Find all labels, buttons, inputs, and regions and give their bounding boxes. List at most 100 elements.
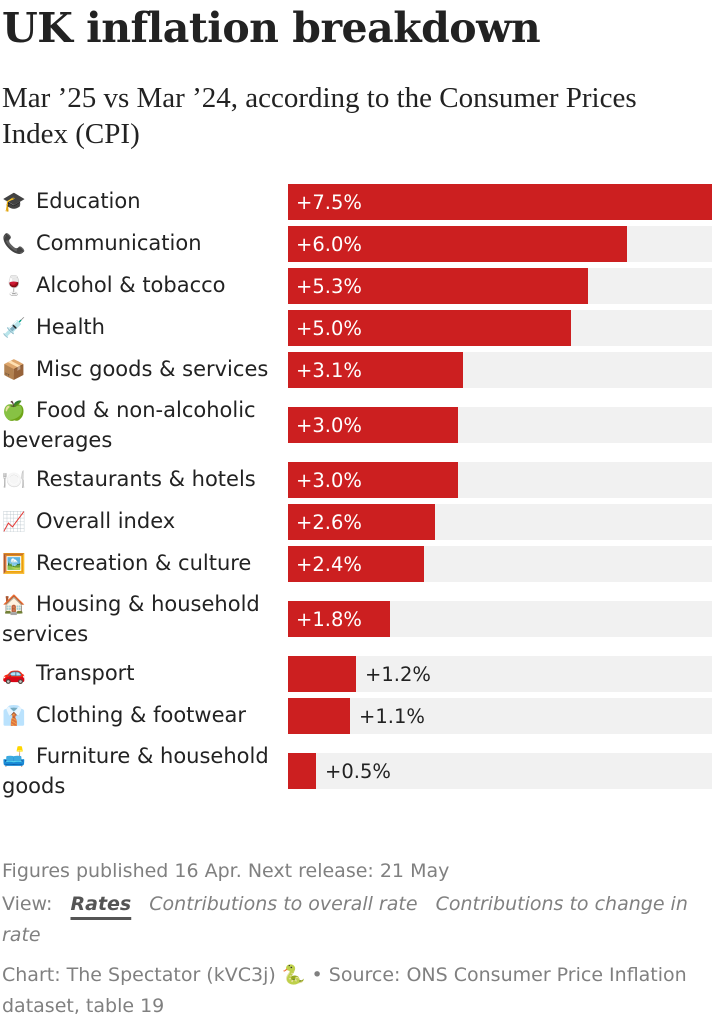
bar-track: +6.0%	[288, 226, 712, 262]
value-label: +7.5%	[296, 190, 362, 214]
package-icon: 📦	[2, 359, 26, 381]
bar-track: +1.8%	[288, 601, 712, 637]
category-label: 🏠 Housing & household services	[2, 590, 284, 649]
category-label: 🍷 Alcohol & tobacco	[2, 271, 284, 301]
value-label: +3.1%	[296, 358, 362, 382]
bar	[288, 601, 390, 637]
bar-track: +2.6%	[288, 504, 712, 540]
category-label: 👔 Clothing & footwear	[2, 701, 284, 731]
bar-track: +3.1%	[288, 352, 712, 388]
category-text: Education	[36, 189, 141, 213]
category-text: Overall index	[36, 509, 176, 533]
snake-icon: 🐍	[281, 964, 306, 986]
bar	[288, 310, 571, 346]
source-credit: Chart: The Spectator (kVC3j)	[2, 964, 276, 986]
value-label: +3.0%	[296, 468, 362, 492]
bar-track: +1.2%	[288, 656, 712, 692]
chart-row: 📦 Misc goods & services +3.1%	[0, 352, 714, 388]
trend-chart-icon: 📈	[2, 511, 26, 533]
graduation-cap-icon: 🎓	[2, 191, 26, 213]
plate-icon: 🍽️	[2, 469, 26, 491]
category-text: Alcohol & tobacco	[36, 273, 226, 297]
publication-note: Figures published 16 Apr. Next release: …	[2, 860, 450, 882]
bar	[288, 352, 463, 388]
bar-track: +5.0%	[288, 310, 712, 346]
bar	[288, 504, 435, 540]
category-label: 🎓 Education	[2, 187, 284, 217]
chart-row: 📞 Communication +6.0%	[0, 226, 714, 262]
bar-chart: 🎓 Education +7.5% 📞 Communication +6.0% 🍷 Alcoh…	[0, 184, 714, 824]
value-label: +0.5%	[325, 759, 391, 783]
chart-row: 🏠 Housing & household services +1.8%	[0, 588, 714, 650]
value-label: +5.3%	[296, 274, 362, 298]
value-label: +2.4%	[296, 552, 362, 576]
bar-track: +7.5%	[288, 184, 712, 220]
shirt-tie-icon: 👔	[2, 705, 26, 727]
bar	[288, 698, 350, 734]
category-label: 🍽️ Restaurants & hotels	[2, 465, 284, 495]
bar-track: +3.0%	[288, 462, 712, 498]
value-label: +6.0%	[296, 232, 362, 256]
chart-row: 🎓 Education +7.5%	[0, 184, 714, 220]
view-tab-rates[interactable]: Rates	[70, 893, 132, 915]
category-text: Recreation & culture	[36, 551, 252, 575]
value-label: +1.1%	[359, 704, 425, 728]
bar	[288, 753, 316, 789]
category-text: Restaurants & hotels	[36, 467, 256, 491]
bar	[288, 184, 712, 220]
chart-title: UK inflation breakdown	[2, 4, 541, 52]
chart-row: 🚗 Transport +1.2%	[0, 656, 714, 692]
bar-track: +3.0%	[288, 407, 712, 443]
category-label: 💉 Health	[2, 313, 284, 343]
category-label: 📦 Misc goods & services	[2, 355, 284, 385]
bar	[288, 407, 458, 443]
value-label: +5.0%	[296, 316, 362, 340]
chart-row: 🛋️ Furniture & household goods +0.5%	[0, 740, 714, 802]
category-label: 📞 Communication	[2, 229, 284, 259]
category-label: 🚗 Transport	[2, 659, 284, 689]
value-label: +3.0%	[296, 413, 362, 437]
view-tab-contributions-change[interactable]: Contributions to change in rate	[2, 893, 688, 946]
bar	[288, 656, 356, 692]
category-text: Transport	[36, 661, 135, 685]
bar	[288, 268, 588, 304]
bar-track: +2.4%	[288, 546, 712, 582]
house-icon: 🏠	[2, 594, 26, 616]
category-text: Furniture & household goods	[2, 744, 269, 798]
category-text: Health	[36, 315, 105, 339]
syringe-icon: 💉	[2, 317, 26, 339]
chart-subtitle: Mar ’25 vs Mar ’24, according to the Con…	[2, 82, 637, 150]
apple-icon: 🍏	[2, 400, 26, 422]
category-label: 📈 Overall index	[2, 507, 284, 537]
chart-row: 🍏 Food & non-alcoholic beverages +3.0%	[0, 394, 714, 456]
bar-track: +0.5%	[288, 753, 712, 789]
view-tab-contributions-overall[interactable]: Contributions to overall rate	[149, 893, 418, 915]
category-label: 🍏 Food & non-alcoholic beverages	[2, 396, 284, 455]
source-note: Chart: The Spectator (kVC3j) 🐍 • Source:…	[2, 960, 708, 1022]
category-text: Clothing & footwear	[36, 703, 247, 727]
source-text: • Source: ONS Consumer Price Inflation d…	[2, 964, 687, 1017]
category-label: 🛋️ Furniture & household goods	[2, 742, 284, 801]
car-icon: 🚗	[2, 663, 26, 685]
telephone-icon: 📞	[2, 233, 26, 255]
framed-picture-icon: 🖼️	[2, 553, 26, 575]
category-label: 🖼️ Recreation & culture	[2, 549, 284, 579]
chart-row: 🖼️ Recreation & culture +2.4%	[0, 546, 714, 582]
chart-row: 💉 Health +5.0%	[0, 310, 714, 346]
chart-row: 🍽️ Restaurants & hotels +3.0%	[0, 462, 714, 498]
value-label: +1.8%	[296, 607, 362, 631]
category-text: Misc goods & services	[36, 357, 269, 381]
chart-row: 📈 Overall index +2.6%	[0, 504, 714, 540]
value-label: +2.6%	[296, 510, 362, 534]
chart-row: 👔 Clothing & footwear +1.1%	[0, 698, 714, 734]
category-text: Communication	[36, 231, 202, 255]
chart-row: 🍷 Alcohol & tobacco +5.3%	[0, 268, 714, 304]
value-label: +1.2%	[365, 662, 431, 686]
category-text: Food & non-alcoholic beverages	[2, 398, 256, 452]
view-label: View:	[2, 893, 53, 915]
bar-track: +5.3%	[288, 268, 712, 304]
bar	[288, 546, 424, 582]
wine-glass-icon: 🍷	[2, 275, 26, 297]
couch-icon: 🛋️	[2, 746, 26, 768]
bar-track: +1.1%	[288, 698, 712, 734]
